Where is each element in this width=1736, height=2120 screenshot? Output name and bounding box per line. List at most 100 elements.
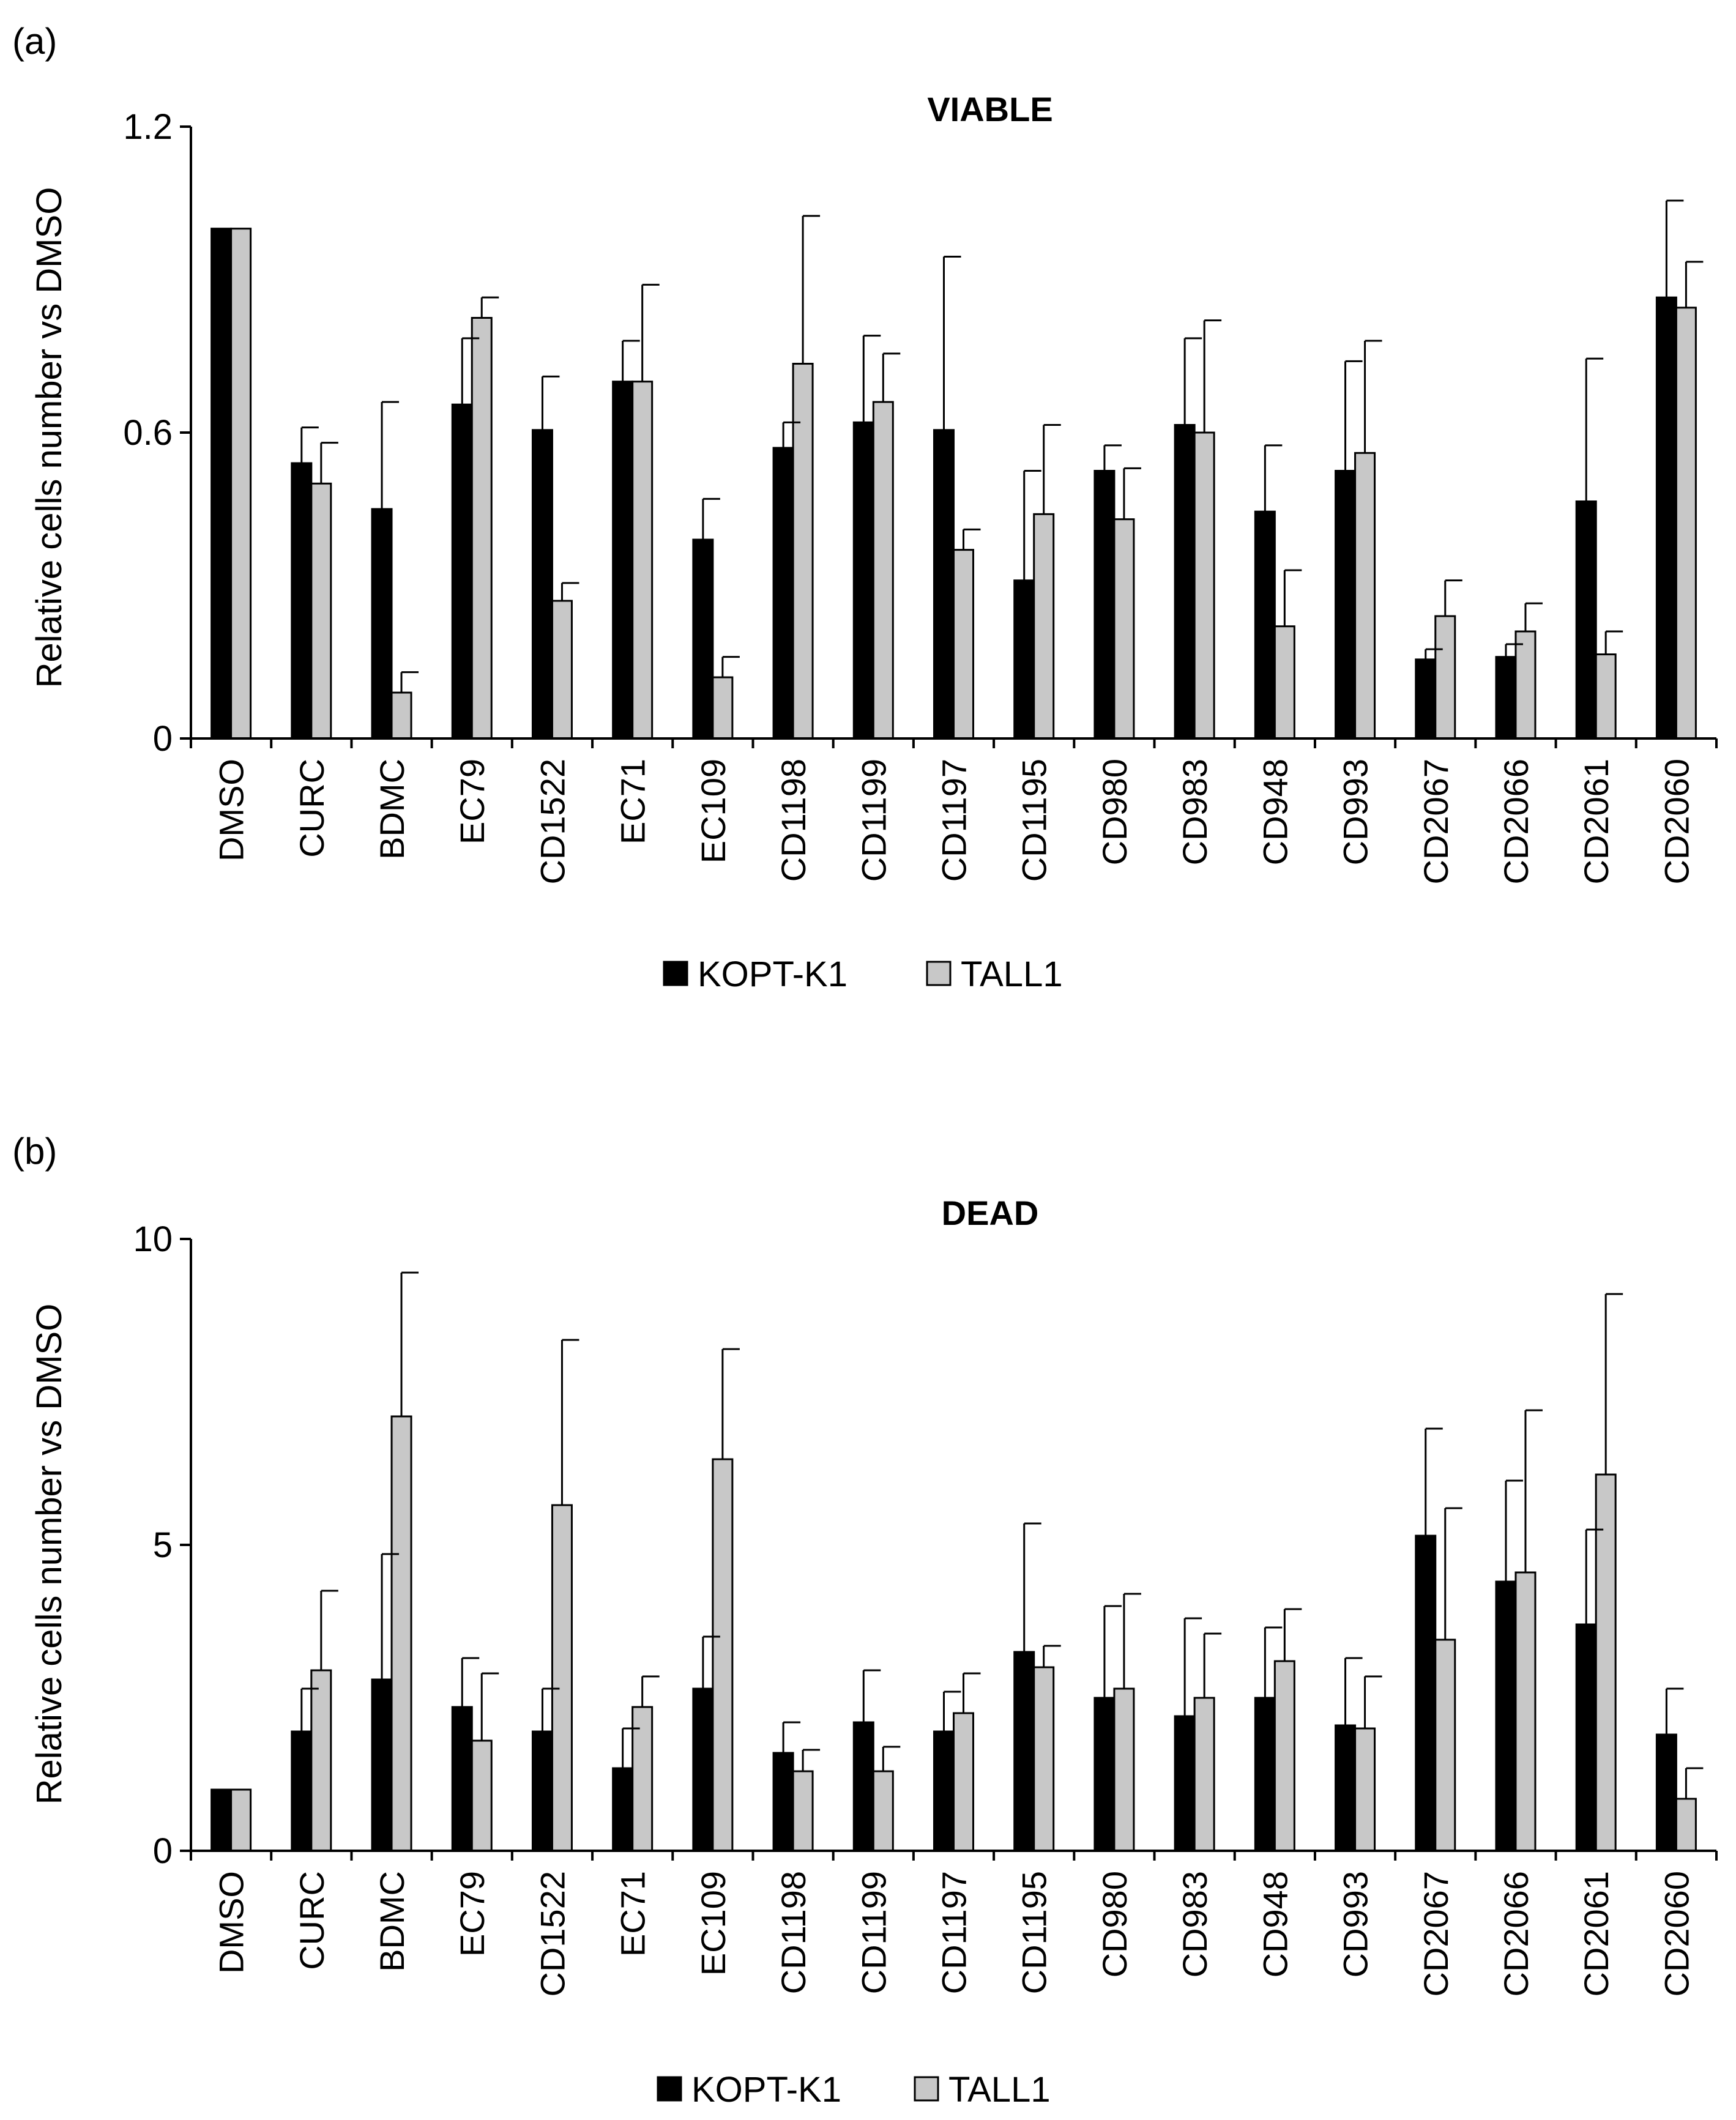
bar-tall-dmso	[231, 229, 251, 738]
category-label: CD1198	[774, 759, 813, 882]
bar-tall-cd2066	[1516, 631, 1535, 738]
bar-tall-bdmc	[392, 1416, 411, 1851]
bar-kopt-cd1522	[532, 430, 552, 738]
y-tick-label: 0	[153, 1831, 173, 1871]
category-label: CD2061	[1577, 1871, 1615, 1996]
y-tick-label: 1.2	[123, 107, 173, 147]
bar-tall-cd948	[1275, 627, 1294, 738]
category-label: EC71	[614, 1871, 652, 1957]
bar-tall-cd1199	[873, 1771, 893, 1851]
category-label: CD1199	[854, 1871, 893, 1994]
bar-kopt-cd1198	[773, 448, 793, 738]
legend-swatch-tall	[915, 2077, 938, 2100]
bar-tall-bdmc	[392, 693, 411, 738]
bar-tall-cd1198	[793, 1771, 813, 1851]
legend-label-tall: TALL1	[961, 954, 1063, 994]
bar-kopt-cd948	[1255, 1698, 1275, 1851]
bar-tall-cd1198	[793, 364, 813, 739]
bar-tall-curc	[311, 1670, 331, 1851]
chart-title: DEAD	[942, 1194, 1039, 1232]
bar-tall-cd2061	[1596, 655, 1615, 739]
legend-swatch-kopt	[664, 962, 687, 985]
bar-tall-cd2066	[1516, 1572, 1535, 1851]
bar-tall-ec79	[472, 1741, 491, 1851]
category-label: BDMC	[373, 1871, 411, 1972]
bar-tall-cd1195	[1034, 1667, 1054, 1851]
bar-tall-cd2061	[1596, 1475, 1615, 1851]
bar-kopt-cd1522	[532, 1731, 552, 1851]
bars	[212, 229, 1696, 738]
category-label: EC79	[453, 1871, 491, 1957]
bar-tall-cd993	[1355, 1728, 1375, 1851]
bar-tall-cd1522	[552, 1505, 572, 1851]
error-bars	[302, 201, 1704, 693]
x-ticks	[191, 738, 1716, 748]
category-label: CD980	[1095, 1871, 1134, 1977]
bar-kopt-cd980	[1095, 471, 1114, 739]
legend-label-kopt: KOPT-K1	[691, 2070, 841, 2110]
bar-kopt-ec109	[693, 540, 713, 738]
bar-kopt-curc	[292, 1731, 311, 1851]
category-label: CD1522	[533, 759, 572, 884]
category-label: CD2061	[1577, 759, 1615, 884]
category-label: CD948	[1256, 1871, 1294, 1977]
bar-tall-cd1522	[552, 601, 572, 738]
bar-tall-cd1197	[954, 1713, 974, 1851]
category-label: BDMC	[373, 759, 411, 860]
category-label: CD1197	[935, 759, 974, 882]
category-label: CD2060	[1657, 759, 1696, 884]
bar-kopt-cd1199	[854, 422, 873, 738]
bar-tall-cd980	[1114, 1689, 1134, 1851]
legend-swatch-tall	[927, 962, 950, 985]
bar-kopt-ec79	[452, 1707, 472, 1851]
bar-tall-cd983	[1194, 433, 1214, 738]
legend-swatch-kopt	[658, 2077, 681, 2100]
category-label: CURC	[292, 1871, 331, 1970]
bars	[212, 1416, 1696, 1851]
bar-kopt-cd2067	[1416, 1536, 1436, 1851]
bar-kopt-cd1199	[854, 1722, 873, 1851]
bar-kopt-cd2061	[1576, 502, 1596, 739]
category-label: CD993	[1336, 759, 1375, 865]
bar-kopt-ec109	[693, 1689, 713, 1851]
bar-kopt-cd993	[1336, 471, 1355, 739]
category-label: CD1197	[935, 1871, 974, 1994]
bar-tall-cd2060	[1676, 1799, 1696, 1851]
y-axis-label: Relative cells number vs DMSO	[29, 1304, 69, 1805]
bar-kopt-ec79	[452, 404, 472, 738]
bar-kopt-cd1198	[773, 1753, 793, 1851]
bar-tall-curc	[311, 483, 331, 738]
bar-kopt-cd980	[1095, 1698, 1114, 1851]
bar-tall-ec109	[713, 1459, 732, 1851]
bar-tall-ec109	[713, 677, 732, 738]
bar-tall-cd980	[1114, 519, 1134, 738]
category-label: CD993	[1336, 1871, 1375, 1977]
category-label: CD983	[1175, 759, 1214, 865]
bar-kopt-ec71	[613, 1768, 633, 1851]
category-label: EC109	[694, 1871, 732, 1976]
x-ticks	[191, 1851, 1716, 1861]
y-tick-label: 10	[133, 1219, 173, 1259]
chart-title: VIABLE	[927, 90, 1052, 128]
bar-kopt-cd2060	[1656, 1735, 1676, 1851]
bar-kopt-cd983	[1175, 1716, 1194, 1851]
category-label: CD1199	[854, 759, 893, 882]
category-label: CD2060	[1657, 1871, 1696, 1996]
legend-label-tall: TALL1	[948, 2070, 1051, 2110]
bar-tall-ec71	[633, 382, 652, 738]
category-label: CD980	[1095, 759, 1134, 865]
bar-kopt-cd983	[1175, 425, 1194, 739]
bar-kopt-cd2066	[1496, 1582, 1516, 1851]
category-labels: DMSO CURC BDMC EC79 CD1522 EC71 EC109 CD1198 CD1…	[212, 1871, 1696, 1996]
bar-kopt-ec71	[613, 382, 633, 738]
bar-kopt-cd2060	[1656, 297, 1676, 738]
legend: KOPT-K1 TALL1	[658, 2070, 1051, 2110]
category-label: EC79	[453, 759, 491, 844]
panel-a-viable: (a) VIABLE Relative cells number vs DMSO…	[12, 21, 1716, 994]
category-label: CURC	[292, 759, 331, 858]
bar-kopt-cd2066	[1496, 657, 1516, 738]
bar-tall-cd993	[1355, 453, 1375, 738]
category-label: CD2066	[1497, 759, 1535, 884]
y-tick-label: 0	[153, 719, 173, 759]
bar-kopt-cd993	[1336, 1725, 1355, 1851]
